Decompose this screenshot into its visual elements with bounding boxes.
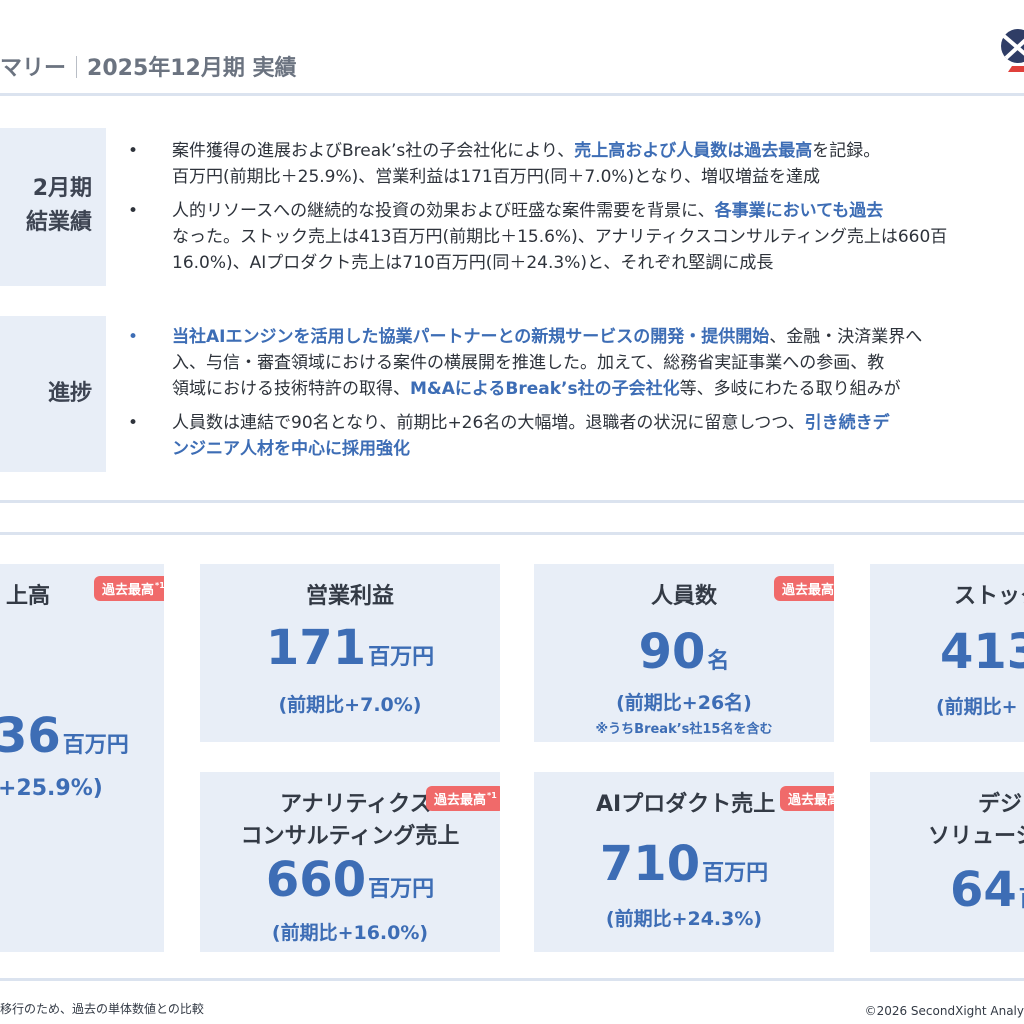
bullet-highlight: 売上高および人員数は過去最高 bbox=[574, 141, 813, 161]
bullet-text: なった。ストック売上は413百万円(前期比＋15.6%)、アナリティクスコンサル… bbox=[172, 227, 948, 247]
kpi-card-revenue: 上高 過去最高*1 36百万円 +25.9%) bbox=[0, 564, 164, 952]
kpi-card-ai-product: AIプロダクト売上 過去最高*1 710百万円 (前期比+24.3%) bbox=[534, 772, 834, 952]
progress-label: 進捗 bbox=[0, 316, 106, 472]
bullet-text: 百万円(前期比＋25.9%)、営業利益は171百万円(同＋7.0%)となり、増収… bbox=[172, 167, 820, 187]
results-label-line2: 結業績 bbox=[25, 210, 92, 235]
kpi-value: 171百万円 bbox=[265, 620, 435, 676]
bullet-marker: • bbox=[128, 413, 139, 433]
bullet-marker: • bbox=[128, 141, 139, 161]
kpi-value: 64百 bbox=[950, 862, 1024, 918]
bullet-highlight: 当社AIエンジンを活用した協業パートナーとの新規サービスの開発・提供開始 bbox=[172, 327, 770, 347]
progress-label-text: 進捗 bbox=[47, 381, 92, 406]
bullet-text: 人的リソースへの継続的な投資の効果および旺盛な案件需要を背景に、 bbox=[172, 201, 715, 221]
kpi-value: 710百万円 bbox=[599, 836, 769, 892]
bullet-text: 入、与信・審査領域における案件の横展開を推進した。加えて、総務省実証事業への参画… bbox=[172, 353, 885, 373]
header-rule bbox=[0, 93, 1024, 96]
kpi-change: +25.9%) bbox=[0, 776, 103, 801]
kpi-title: 人員数 bbox=[650, 584, 717, 609]
kpi-title: ストック bbox=[954, 584, 1024, 609]
bullet-text: 領域における技術特許の取得、 bbox=[172, 379, 410, 399]
record-badge: 過去最高*1 bbox=[774, 576, 834, 601]
results-label: 2月期 結業績 bbox=[0, 128, 106, 286]
kpi-title-line1: アナリティクス bbox=[280, 792, 432, 817]
bullet-text: 人員数は連結で90名となり、前期比+26名の大幅増。退職者の状況に留意しつつ、 bbox=[172, 413, 805, 433]
kpi-value: 90名 bbox=[638, 624, 730, 680]
bullet-text: 案件獲得の進展およびBreak’s社の子会社化により、 bbox=[172, 141, 575, 161]
kpi-change: (前期比+7.0%) bbox=[278, 694, 422, 716]
kpi-title: 営業利益 bbox=[305, 584, 394, 609]
section-rule bbox=[0, 500, 1024, 503]
kpi-card-headcount: 人員数 過去最高*1 90名 (前期比+26名) ※うちBreak’s社15名を… bbox=[534, 564, 834, 742]
kpi-title: AIプロダクト売上 bbox=[596, 792, 776, 817]
copyright: ©2026 SecondXight Analy bbox=[864, 1004, 1024, 1018]
progress-bullets: • 当社AIエンジンを活用した協業パートナーとの新規サービスの開発・提供開始、金… bbox=[128, 324, 1024, 470]
record-badge: 過去最高*1 bbox=[780, 786, 834, 811]
kpi-value: 413 bbox=[940, 624, 1024, 680]
kpi-value: 36百万円 bbox=[0, 708, 129, 764]
kpi-title: 上高 bbox=[6, 584, 51, 609]
kpi-card-analytics: アナリティクス コンサルティング売上 過去最高*1 660百万円 (前期比+16… bbox=[200, 772, 500, 952]
kpi-card-operating-profit: 営業利益 171百万円 (前期比+7.0%) bbox=[200, 564, 500, 742]
page-period: 2025年12月期 実績 bbox=[87, 56, 297, 81]
record-badge: 過去最高*1 bbox=[426, 786, 500, 811]
bullet-highlight: 引き続きデ bbox=[804, 413, 890, 433]
progress-bullet-1: • 当社AIエンジンを活用した協業パートナーとの新規サービスの開発・提供開始、金… bbox=[128, 324, 1024, 402]
bullet-highlight: M&AによるBreak’s社の子会社化 bbox=[410, 379, 680, 399]
bullet-text: 等、多岐にわたる取り組みが bbox=[679, 379, 901, 399]
progress-bullet-2: • 人員数は連結で90名となり、前期比+26名の大幅増。退職者の状況に留意しつつ… bbox=[128, 410, 1024, 462]
footnote: 移行のため、過去の単体数値との比較 bbox=[0, 1002, 204, 1016]
bullet-text: を記録。 bbox=[812, 141, 881, 161]
title-divider bbox=[76, 56, 78, 78]
bullet-text: 、金融・決済業界へ bbox=[769, 327, 923, 347]
results-bullets: • 案件獲得の進展およびBreak’s社の子会社化により、売上高および人員数は過… bbox=[128, 138, 1024, 284]
bullet-marker: • bbox=[128, 327, 139, 347]
bullet-marker: • bbox=[128, 201, 139, 221]
results-bullet-2: • 人的リソースへの継続的な投資の効果および旺盛な案件需要を背景に、各事業におい… bbox=[128, 198, 1024, 276]
kpi-title-line2: ソリューシ bbox=[928, 824, 1024, 849]
bullet-highlight: 各事業においても過去 bbox=[714, 201, 884, 221]
bullet-highlight: ンジニア人材を中心に採用強化 bbox=[172, 439, 410, 459]
bullet-text: 16.0%)、AIプロダクト売上は710百万円(同＋24.3%)と、それぞれ堅調… bbox=[172, 253, 774, 273]
results-label-line1: 2月期 bbox=[32, 176, 92, 201]
kpi-change: (前期比+16.0%) bbox=[271, 922, 429, 944]
kpi-card-stock: ストック 413 (前期比+ bbox=[870, 564, 1024, 742]
kpi-change: (前期比+24.3%) bbox=[605, 908, 763, 930]
kpi-change: (前期比+26名) bbox=[616, 692, 752, 714]
results-bullet-1: • 案件獲得の進展およびBreak’s社の子会社化により、売上高および人員数は過… bbox=[128, 138, 1024, 190]
kpi-title-line2: コンサルティング売上 bbox=[240, 824, 460, 849]
page-section: マリー bbox=[0, 56, 67, 81]
kpi-change: (前期比+ bbox=[936, 696, 1018, 718]
kpi-card-digital: デジ ソリューシ 64百 bbox=[870, 772, 1024, 952]
footer-rule bbox=[0, 978, 1024, 981]
record-badge: 過去最高*1 bbox=[94, 576, 164, 601]
kpi-title-line1: デジ bbox=[978, 792, 1023, 817]
section-rule-2 bbox=[0, 532, 1024, 535]
kpi-note: ※うちBreak’s社15名を含む bbox=[595, 722, 773, 737]
page-title: マリー 2025年12月期 実績 bbox=[0, 50, 297, 82]
kpi-value: 660百万円 bbox=[265, 852, 435, 908]
company-logo bbox=[1001, 29, 1024, 72]
